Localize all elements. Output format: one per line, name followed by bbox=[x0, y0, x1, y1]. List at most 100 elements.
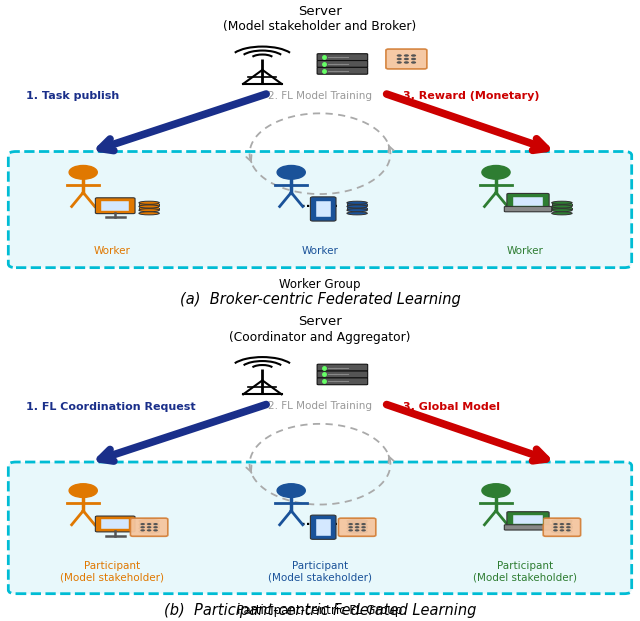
FancyBboxPatch shape bbox=[131, 518, 168, 537]
Bar bbox=[347, 521, 367, 525]
Circle shape bbox=[153, 526, 158, 528]
Ellipse shape bbox=[552, 523, 572, 527]
Text: 1. FL Coordination Request: 1. FL Coordination Request bbox=[26, 402, 195, 412]
Text: Worker: Worker bbox=[301, 246, 339, 256]
Circle shape bbox=[404, 58, 409, 60]
Circle shape bbox=[411, 61, 416, 64]
Ellipse shape bbox=[552, 205, 572, 208]
Bar bbox=[347, 206, 367, 210]
Circle shape bbox=[69, 484, 97, 497]
Text: (Coordinator and Aggregator): (Coordinator and Aggregator) bbox=[229, 330, 411, 343]
Circle shape bbox=[361, 529, 366, 532]
Circle shape bbox=[397, 58, 402, 60]
FancyBboxPatch shape bbox=[507, 194, 549, 209]
Bar bbox=[139, 525, 159, 528]
Text: 2. FL Model Training: 2. FL Model Training bbox=[268, 91, 372, 101]
Circle shape bbox=[140, 523, 145, 525]
Ellipse shape bbox=[139, 212, 159, 215]
Ellipse shape bbox=[347, 209, 367, 212]
Circle shape bbox=[153, 529, 158, 532]
FancyBboxPatch shape bbox=[386, 49, 427, 69]
Circle shape bbox=[482, 165, 510, 179]
Ellipse shape bbox=[139, 205, 159, 208]
Ellipse shape bbox=[347, 201, 367, 204]
Text: Participant-centric FL Group: Participant-centric FL Group bbox=[237, 604, 403, 617]
Circle shape bbox=[566, 529, 571, 532]
FancyBboxPatch shape bbox=[8, 152, 632, 268]
Circle shape bbox=[361, 526, 366, 528]
Circle shape bbox=[277, 484, 305, 497]
Text: (a)  Broker-centric Federated Learning: (a) Broker-centric Federated Learning bbox=[180, 292, 460, 307]
Bar bbox=[347, 525, 367, 528]
FancyBboxPatch shape bbox=[101, 519, 129, 529]
Text: Worker Group: Worker Group bbox=[279, 278, 361, 291]
Ellipse shape bbox=[139, 201, 159, 204]
Circle shape bbox=[348, 529, 353, 532]
FancyBboxPatch shape bbox=[316, 201, 331, 217]
Text: Participant
(Model stakeholder): Participant (Model stakeholder) bbox=[473, 561, 577, 582]
Circle shape bbox=[69, 165, 97, 179]
Circle shape bbox=[404, 61, 409, 64]
Ellipse shape bbox=[552, 209, 572, 212]
Circle shape bbox=[140, 526, 145, 528]
Ellipse shape bbox=[139, 209, 159, 212]
Circle shape bbox=[153, 523, 158, 525]
Circle shape bbox=[553, 526, 558, 528]
FancyBboxPatch shape bbox=[317, 61, 367, 68]
Bar bbox=[139, 521, 159, 525]
Circle shape bbox=[553, 523, 558, 525]
Bar bbox=[347, 202, 367, 206]
Circle shape bbox=[147, 526, 152, 528]
Circle shape bbox=[147, 523, 152, 525]
Ellipse shape bbox=[347, 519, 367, 522]
Text: 3. Global Model: 3. Global Model bbox=[403, 402, 500, 412]
FancyBboxPatch shape bbox=[317, 378, 367, 384]
Circle shape bbox=[559, 526, 564, 528]
Bar bbox=[552, 202, 572, 206]
FancyBboxPatch shape bbox=[317, 54, 367, 61]
Text: Participant
(Model stakeholder): Participant (Model stakeholder) bbox=[268, 561, 372, 582]
Circle shape bbox=[277, 165, 305, 179]
Ellipse shape bbox=[552, 519, 572, 522]
Circle shape bbox=[397, 61, 402, 64]
Ellipse shape bbox=[347, 530, 367, 533]
FancyBboxPatch shape bbox=[317, 68, 367, 74]
Circle shape bbox=[348, 523, 353, 525]
FancyBboxPatch shape bbox=[504, 525, 552, 530]
Ellipse shape bbox=[139, 519, 159, 522]
Text: Participant
(Model stakeholder): Participant (Model stakeholder) bbox=[60, 561, 164, 582]
Circle shape bbox=[147, 529, 152, 532]
Text: Server: Server bbox=[298, 315, 342, 328]
FancyBboxPatch shape bbox=[317, 364, 367, 371]
FancyBboxPatch shape bbox=[543, 518, 580, 537]
Circle shape bbox=[566, 526, 571, 528]
Bar bbox=[139, 202, 159, 206]
Bar bbox=[552, 206, 572, 210]
Circle shape bbox=[355, 526, 360, 528]
Circle shape bbox=[411, 58, 416, 60]
Circle shape bbox=[140, 529, 145, 532]
FancyBboxPatch shape bbox=[507, 512, 549, 527]
Text: ...  ...: ... ... bbox=[301, 197, 339, 210]
Text: Worker: Worker bbox=[93, 246, 131, 256]
Ellipse shape bbox=[347, 523, 367, 527]
Ellipse shape bbox=[552, 212, 572, 215]
Ellipse shape bbox=[139, 523, 159, 527]
Circle shape bbox=[348, 526, 353, 528]
Circle shape bbox=[397, 54, 402, 57]
Ellipse shape bbox=[347, 205, 367, 208]
Ellipse shape bbox=[347, 212, 367, 215]
Bar bbox=[552, 525, 572, 528]
Ellipse shape bbox=[552, 530, 572, 533]
Circle shape bbox=[404, 54, 409, 57]
Ellipse shape bbox=[139, 527, 159, 530]
Circle shape bbox=[566, 523, 571, 525]
Circle shape bbox=[559, 529, 564, 532]
FancyBboxPatch shape bbox=[339, 518, 376, 537]
Text: ...  ...: ... ... bbox=[301, 515, 339, 528]
Text: 1. Task publish: 1. Task publish bbox=[26, 91, 119, 101]
Text: (Model stakeholder and Broker): (Model stakeholder and Broker) bbox=[223, 20, 417, 33]
Text: 3. Reward (Monetary): 3. Reward (Monetary) bbox=[403, 91, 540, 101]
FancyBboxPatch shape bbox=[95, 197, 135, 214]
Circle shape bbox=[355, 529, 360, 532]
